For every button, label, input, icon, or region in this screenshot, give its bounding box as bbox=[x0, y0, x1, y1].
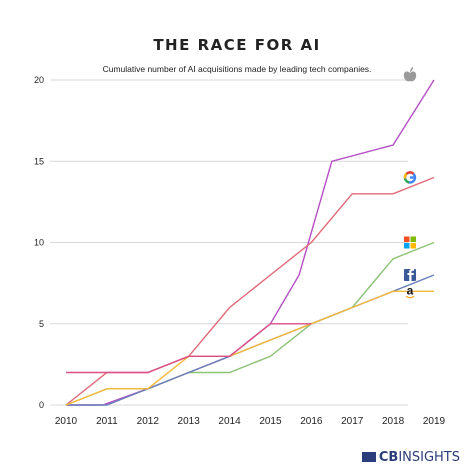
brand-prefix: CB bbox=[378, 450, 399, 465]
y-tick-label: 0 bbox=[39, 400, 44, 410]
brand-suffix: INSIGHTS bbox=[398, 450, 460, 465]
x-tick-label: 2015 bbox=[259, 416, 282, 427]
x-tick-label: 2017 bbox=[341, 416, 364, 427]
apple-icon bbox=[403, 67, 417, 82]
series-line-unlabeled-5 bbox=[66, 323, 312, 374]
x-tick-label: 2010 bbox=[55, 416, 78, 427]
series-line-amazon-icon bbox=[65, 290, 434, 406]
x-tick-label: 2019 bbox=[423, 416, 446, 427]
chart-title: THE RACE FOR AI bbox=[153, 36, 321, 54]
brand-footer: CBINSIGHTS bbox=[361, 450, 460, 465]
y-tick-label: 15 bbox=[34, 156, 44, 166]
google-icon bbox=[403, 171, 417, 184]
microsoft-icon bbox=[404, 236, 416, 249]
cb-insights-logo-icon bbox=[361, 452, 376, 462]
x-tick-label: 2011 bbox=[96, 416, 118, 427]
x-tick-label: 2018 bbox=[382, 416, 405, 427]
svg-text:a: a bbox=[407, 283, 414, 297]
x-tick-label: 2013 bbox=[178, 416, 201, 427]
amazon-icon: a bbox=[405, 283, 415, 299]
y-tick-label: 5 bbox=[39, 319, 44, 329]
x-tick-label: 2014 bbox=[218, 416, 241, 427]
facebook-icon bbox=[404, 269, 416, 281]
chart-subtitle: Cumulative number of AI acquisitions mad… bbox=[102, 64, 372, 74]
series-line-google-icon bbox=[65, 176, 435, 406]
y-tick-label: 10 bbox=[34, 238, 44, 248]
x-tick-label: 2012 bbox=[137, 416, 160, 427]
x-tick-label: 2016 bbox=[300, 416, 323, 427]
y-tick-label: 20 bbox=[34, 75, 44, 85]
